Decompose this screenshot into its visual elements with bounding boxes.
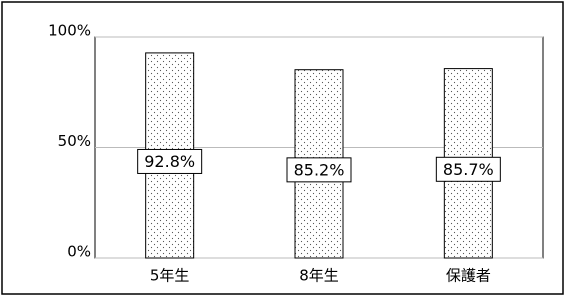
value-label: 85.7%	[443, 160, 494, 179]
value-label: 85.2%	[294, 160, 345, 179]
y-tick-label: 50%	[58, 132, 91, 150]
value-label: 92.8%	[144, 152, 195, 171]
x-tick-label: 保護者	[446, 267, 491, 285]
y-tick-label: 0%	[67, 243, 91, 261]
x-tick-label: 8年生	[299, 267, 339, 285]
x-tick-label: 5年生	[150, 267, 190, 285]
chart: 0% 50% 100% 5年生 92.8% 8年生 85.2% 保護者 85.7%	[0, 0, 566, 296]
y-tick-label: 100%	[48, 22, 91, 40]
